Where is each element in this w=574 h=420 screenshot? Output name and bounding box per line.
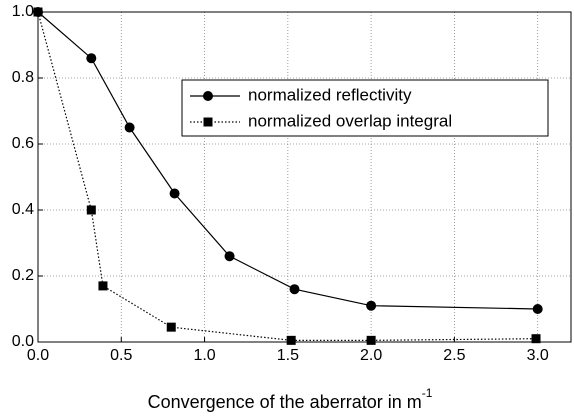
legend-label: normalized reflectivity: [248, 85, 412, 104]
data-point: [166, 322, 176, 332]
legend-marker: [203, 117, 213, 127]
legend-label: normalized overlap integral: [248, 111, 452, 130]
y-tick-label: 0.2: [12, 267, 34, 284]
x-tick-label: 2.5: [443, 347, 465, 364]
x-tick-label: 0.5: [110, 347, 132, 364]
x-tick-label: 1.5: [277, 347, 299, 364]
data-point: [286, 335, 296, 345]
data-point: [169, 188, 180, 199]
data-point: [366, 300, 377, 311]
data-point: [86, 53, 97, 64]
y-tick-label: 1.0: [12, 3, 34, 20]
plot-frame: [37, 11, 572, 343]
legend-marker: [203, 91, 213, 101]
data-point: [532, 304, 543, 314]
x-tick-label: 2.0: [360, 347, 382, 364]
data-point: [124, 122, 135, 133]
legend-box: [181, 79, 549, 137]
y-tick-label: 0.0: [12, 333, 34, 350]
y-tick-label: 0.6: [12, 135, 34, 152]
data-point: [98, 281, 108, 291]
y-tick-label: 0.4: [12, 201, 34, 218]
y-tick-label: 0.8: [12, 69, 34, 86]
series-line: [37, 11, 537, 341]
data-point: [289, 284, 300, 295]
x-tick-label: 3.0: [527, 347, 549, 364]
data-point: [531, 334, 541, 344]
x-axis-label: Convergence of the aberrator in m-1: [148, 386, 433, 412]
series-line: [37, 11, 538, 310]
data-point: [86, 205, 96, 215]
data-point: [224, 251, 235, 262]
x-tick-label: 1.0: [193, 347, 215, 364]
x-tick-label: 0.0: [27, 347, 49, 364]
data-point: [366, 335, 376, 345]
data-point: [33, 7, 43, 17]
